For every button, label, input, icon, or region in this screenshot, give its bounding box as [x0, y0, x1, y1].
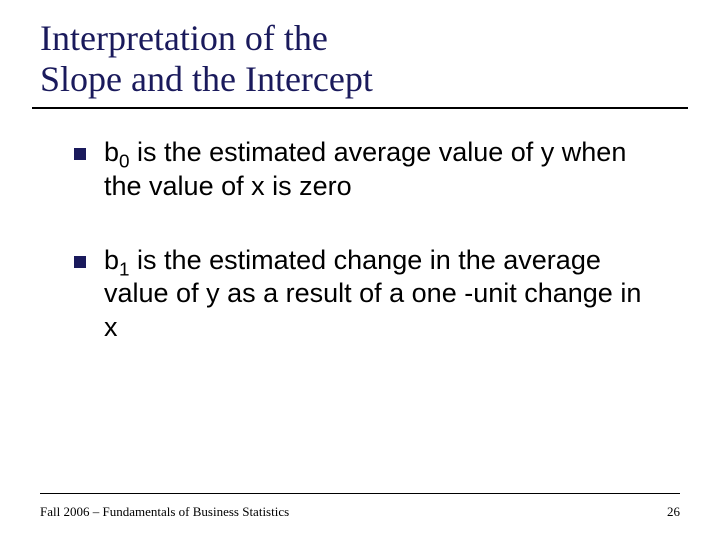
coef-subscript: 0: [119, 151, 130, 172]
body: b0 is the estimated average value of y w…: [74, 136, 660, 385]
coef-symbol: b: [104, 245, 119, 275]
bullet-icon: [74, 148, 86, 160]
footer-rule: [40, 493, 680, 494]
bullet-item: b1 is the estimated change in the averag…: [74, 244, 660, 345]
bullet-icon: [74, 256, 86, 268]
bullet-text: b0 is the estimated average value of y w…: [104, 136, 660, 204]
footer-left: Fall 2006 – Fundamentals of Business Sta…: [40, 504, 289, 520]
bullet-rest: is the estimated average value of y when…: [104, 137, 626, 201]
title-line-2: Slope and the Intercept: [40, 59, 373, 99]
title-block: Interpretation of the Slope and the Inte…: [40, 18, 680, 109]
bullet-item: b0 is the estimated average value of y w…: [74, 136, 660, 204]
slide: Interpretation of the Slope and the Inte…: [0, 0, 720, 540]
bullet-rest: is the estimated change in the average v…: [104, 245, 641, 343]
title-line-1: Interpretation of the: [40, 18, 328, 58]
coef-symbol: b: [104, 137, 119, 167]
page-number: 26: [667, 504, 680, 520]
bullet-text: b1 is the estimated change in the averag…: [104, 244, 660, 345]
title-rule: [32, 107, 688, 109]
coef-subscript: 1: [119, 259, 130, 280]
slide-title: Interpretation of the Slope and the Inte…: [40, 18, 680, 101]
